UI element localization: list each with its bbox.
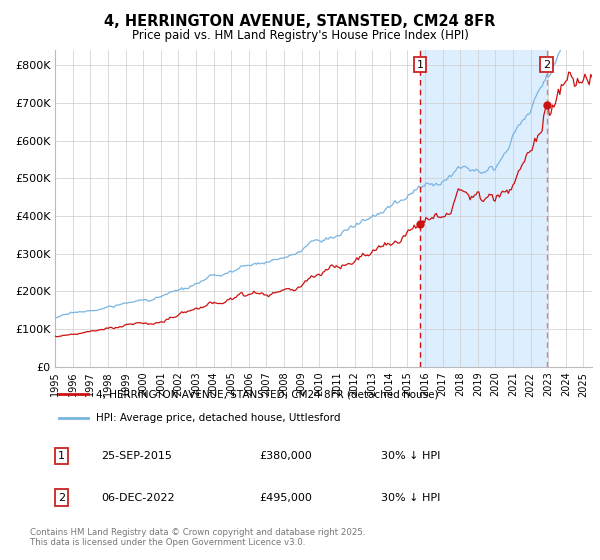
Text: Price paid vs. HM Land Registry's House Price Index (HPI): Price paid vs. HM Land Registry's House … xyxy=(131,29,469,42)
Text: 06-DEC-2022: 06-DEC-2022 xyxy=(101,493,175,502)
Text: 2: 2 xyxy=(543,59,550,69)
Text: 30% ↓ HPI: 30% ↓ HPI xyxy=(380,493,440,502)
Text: HPI: Average price, detached house, Uttlesford: HPI: Average price, detached house, Uttl… xyxy=(95,413,340,423)
Text: 4, HERRINGTON AVENUE, STANSTED, CM24 8FR: 4, HERRINGTON AVENUE, STANSTED, CM24 8FR xyxy=(104,14,496,29)
Text: 2: 2 xyxy=(58,493,65,502)
Text: 1: 1 xyxy=(416,59,424,69)
Text: £495,000: £495,000 xyxy=(259,493,312,502)
Bar xyxy=(420,50,547,367)
Text: 30% ↓ HPI: 30% ↓ HPI xyxy=(380,451,440,461)
Text: 1: 1 xyxy=(58,451,65,461)
Text: 4, HERRINGTON AVENUE, STANSTED, CM24 8FR (detached house): 4, HERRINGTON AVENUE, STANSTED, CM24 8FR… xyxy=(95,389,438,399)
Text: 25-SEP-2015: 25-SEP-2015 xyxy=(101,451,172,461)
Text: Contains HM Land Registry data © Crown copyright and database right 2025.
This d: Contains HM Land Registry data © Crown c… xyxy=(30,528,365,547)
Text: £380,000: £380,000 xyxy=(259,451,312,461)
